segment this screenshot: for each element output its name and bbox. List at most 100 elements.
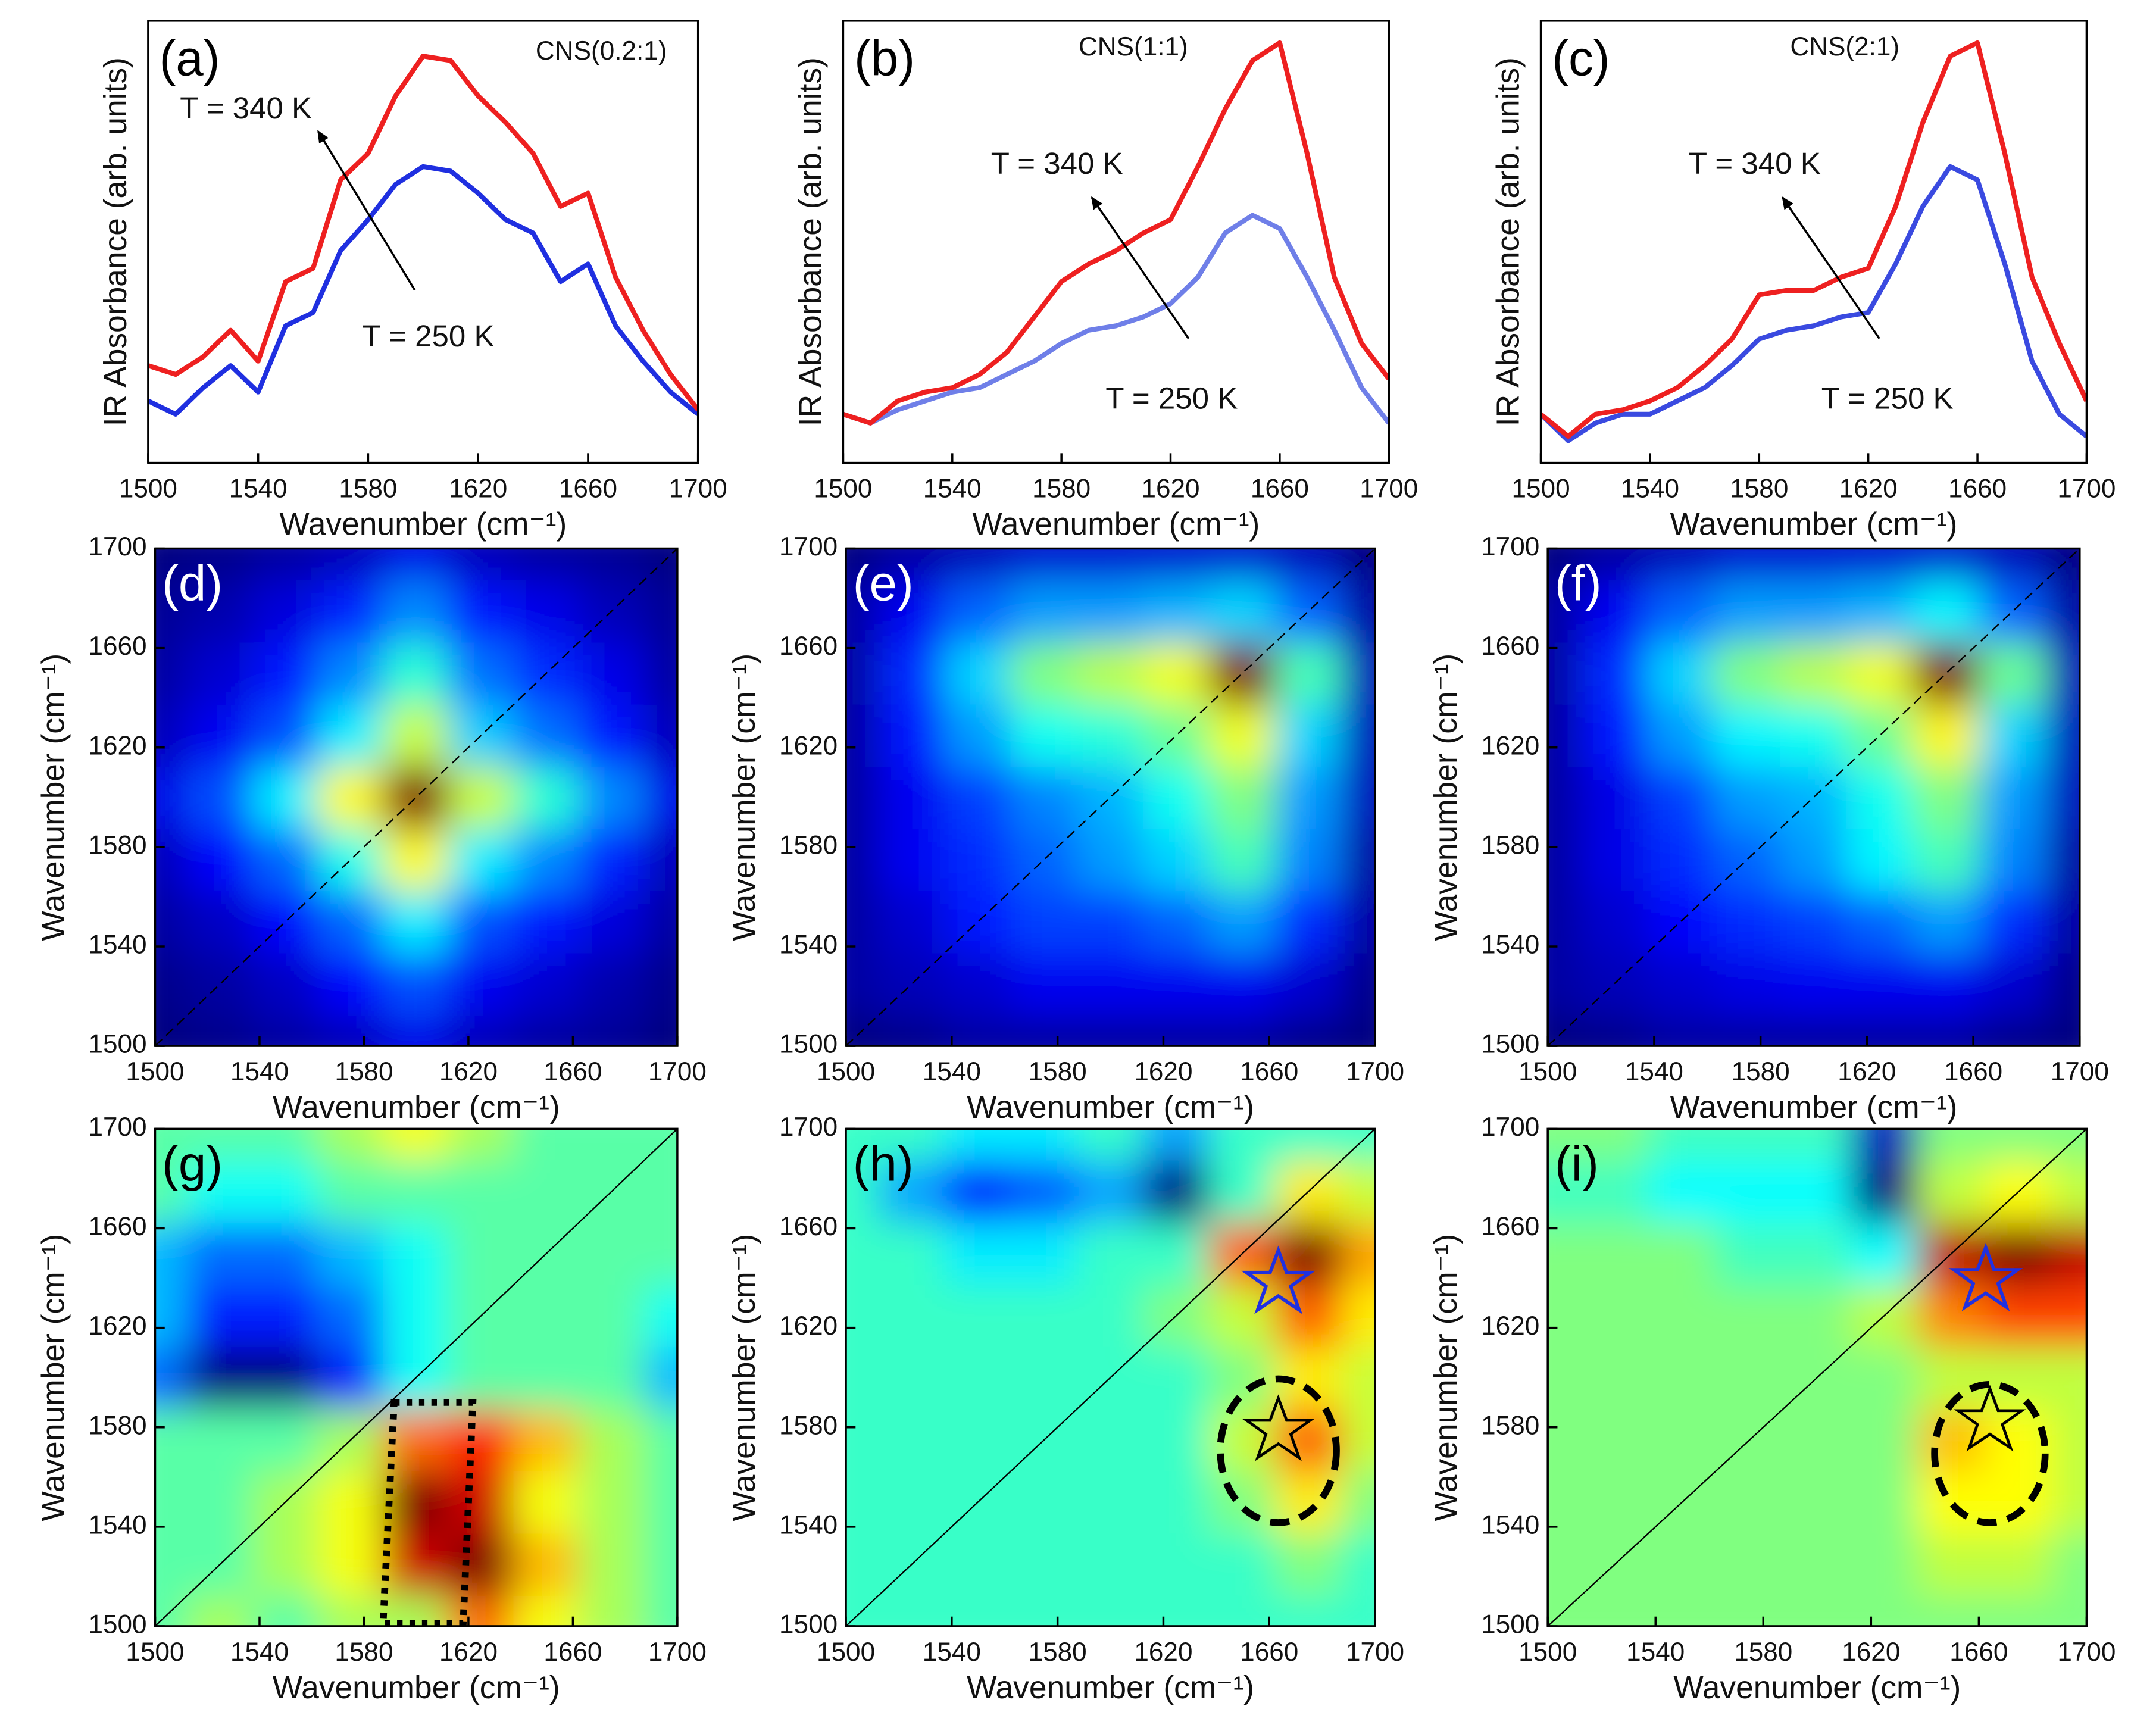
heatmap-cell xyxy=(252,703,319,767)
y-tick-label: 1580 xyxy=(779,831,838,860)
heatmap-cell xyxy=(383,827,450,892)
arrow xyxy=(1091,196,1190,339)
heatmap-cell xyxy=(1580,1594,1650,1626)
x-tick-label: 1660 xyxy=(543,1638,602,1667)
x-tick-label: 1700 xyxy=(2057,474,2116,504)
y-tick-label: 1540 xyxy=(1481,1510,1539,1539)
heatmap-cell xyxy=(383,641,450,705)
x-tick-label: 1580 xyxy=(1029,1638,1087,1667)
heatmap-cell xyxy=(1715,1345,1785,1410)
heatmap-cell xyxy=(643,1408,677,1471)
heatmap-cell xyxy=(1142,827,1211,892)
heatmap-cell xyxy=(1010,952,1079,1016)
heatmap-cell xyxy=(1142,1594,1211,1626)
x-tick-label: 1580 xyxy=(339,474,397,504)
heatmap-cell xyxy=(1209,765,1277,829)
spectrum-line xyxy=(1541,164,2087,443)
y-tick-label: 1500 xyxy=(779,1610,838,1639)
heatmap-cell xyxy=(383,579,450,643)
heatmap-cell xyxy=(513,1470,580,1534)
heatmap-cell xyxy=(1646,548,1715,580)
x-axis-title: Wavenumber (cm⁻¹) xyxy=(1673,1670,1961,1705)
heatmap-cell xyxy=(1648,1221,1717,1285)
heatmap-cell xyxy=(1275,703,1343,767)
heatmap-cell xyxy=(1010,1594,1079,1626)
heatmap-cell xyxy=(1783,1283,1852,1348)
heatmap-cell xyxy=(513,765,580,829)
heatmap-cell xyxy=(1548,827,1582,892)
heatmap-cell xyxy=(1913,548,1981,580)
heatmap-cell xyxy=(579,641,646,705)
heatmap-cell xyxy=(383,1532,450,1596)
heatmap-cell xyxy=(317,1594,385,1626)
heatmap-cell xyxy=(1913,889,1981,954)
x-tick-label: 1500 xyxy=(126,1638,184,1667)
x-tick-label: 1580 xyxy=(335,1638,393,1667)
panel-label: (h) xyxy=(853,1135,914,1191)
heatmap-cell xyxy=(1209,1159,1277,1223)
heatmap-cell xyxy=(1846,889,1914,954)
heatmap-cell xyxy=(155,1221,189,1285)
heatmap-cell xyxy=(1275,1014,1343,1046)
dashed-ellipse xyxy=(1931,1380,2049,1526)
heatmap-cell xyxy=(513,703,580,767)
x-axis-title: Wavenumber (cm⁻¹) xyxy=(1670,507,1958,542)
x-tick-label: 1660 xyxy=(1948,474,2007,504)
panel-label: (g) xyxy=(162,1135,223,1191)
x-tick-label: 1700 xyxy=(648,1057,707,1086)
heatmap-cell xyxy=(1646,703,1715,767)
y-axis-title: Wavenumber (cm⁻¹) xyxy=(727,654,762,941)
heatmap-cell xyxy=(252,548,319,580)
heatmap-cell xyxy=(1646,579,1715,643)
heatmap-cell xyxy=(846,827,880,892)
y-tick-label: 1700 xyxy=(1481,532,1539,561)
heatmap-cell xyxy=(1846,952,1914,1016)
y-tick-label: 1660 xyxy=(88,1212,146,1241)
panel: (i) 1500 1540 1580 1620 1660 1700 1500 1540 1580 1… xyxy=(1429,1113,2116,1705)
heatmap-cell xyxy=(878,1408,946,1471)
heatmap-cell xyxy=(1985,1532,2054,1596)
heatmap-cell xyxy=(252,579,319,643)
x-tick-label: 1700 xyxy=(2051,1057,2109,1086)
heatmap-cell xyxy=(1913,952,1981,1016)
heatmap-cell xyxy=(383,1129,450,1161)
heatmap-cell xyxy=(155,1283,189,1348)
heatmap-cell xyxy=(1076,703,1145,767)
heatmap-cell xyxy=(1979,952,2048,1016)
heatmap-cell xyxy=(155,765,189,829)
annotation-overlay xyxy=(379,1242,2049,1627)
spectrum-line xyxy=(843,213,1389,426)
heatmap-cell xyxy=(846,1470,880,1534)
heatmap-cell xyxy=(1341,1470,1376,1534)
x-tick-label: 1620 xyxy=(439,1638,498,1667)
x-tick-label: 1620 xyxy=(1838,1057,1896,1086)
heatmap-cell xyxy=(252,765,319,829)
heatmap-cell xyxy=(155,1532,189,1596)
heatmap-cell xyxy=(155,548,189,580)
heatmap-cell xyxy=(1341,579,1376,643)
arrow xyxy=(1782,196,1880,339)
heatmap-cell xyxy=(252,1532,319,1596)
heatmap-cell xyxy=(1275,827,1343,892)
heatmap-cell xyxy=(1076,765,1145,829)
x-tick-label: 1580 xyxy=(1032,474,1091,504)
heatmap-cell xyxy=(1713,1014,1782,1046)
heatmap-cell xyxy=(1076,1221,1145,1285)
heatmap-cell xyxy=(944,1345,1013,1410)
heatmap-cell xyxy=(1715,1532,1785,1596)
heatmap-cell xyxy=(187,1159,254,1223)
heatmap-cell xyxy=(155,952,189,1016)
heatmap-cell xyxy=(1548,1345,1582,1410)
heatmap-cell xyxy=(944,548,1013,580)
x-tick-label: 1500 xyxy=(814,474,872,504)
heatmap-cell xyxy=(317,1470,385,1534)
heatmap-cell xyxy=(944,1129,1013,1161)
heatmap-cell xyxy=(2045,579,2080,643)
heatmap-cell xyxy=(1010,1159,1079,1223)
heatmap-cell xyxy=(1648,1283,1717,1348)
heatmap-cell xyxy=(1580,1129,1650,1161)
heatmap-cell xyxy=(1917,1470,1986,1534)
heatmap-cell xyxy=(643,703,677,767)
heatmap-cell xyxy=(878,827,946,892)
heatmap-cell xyxy=(878,641,946,705)
